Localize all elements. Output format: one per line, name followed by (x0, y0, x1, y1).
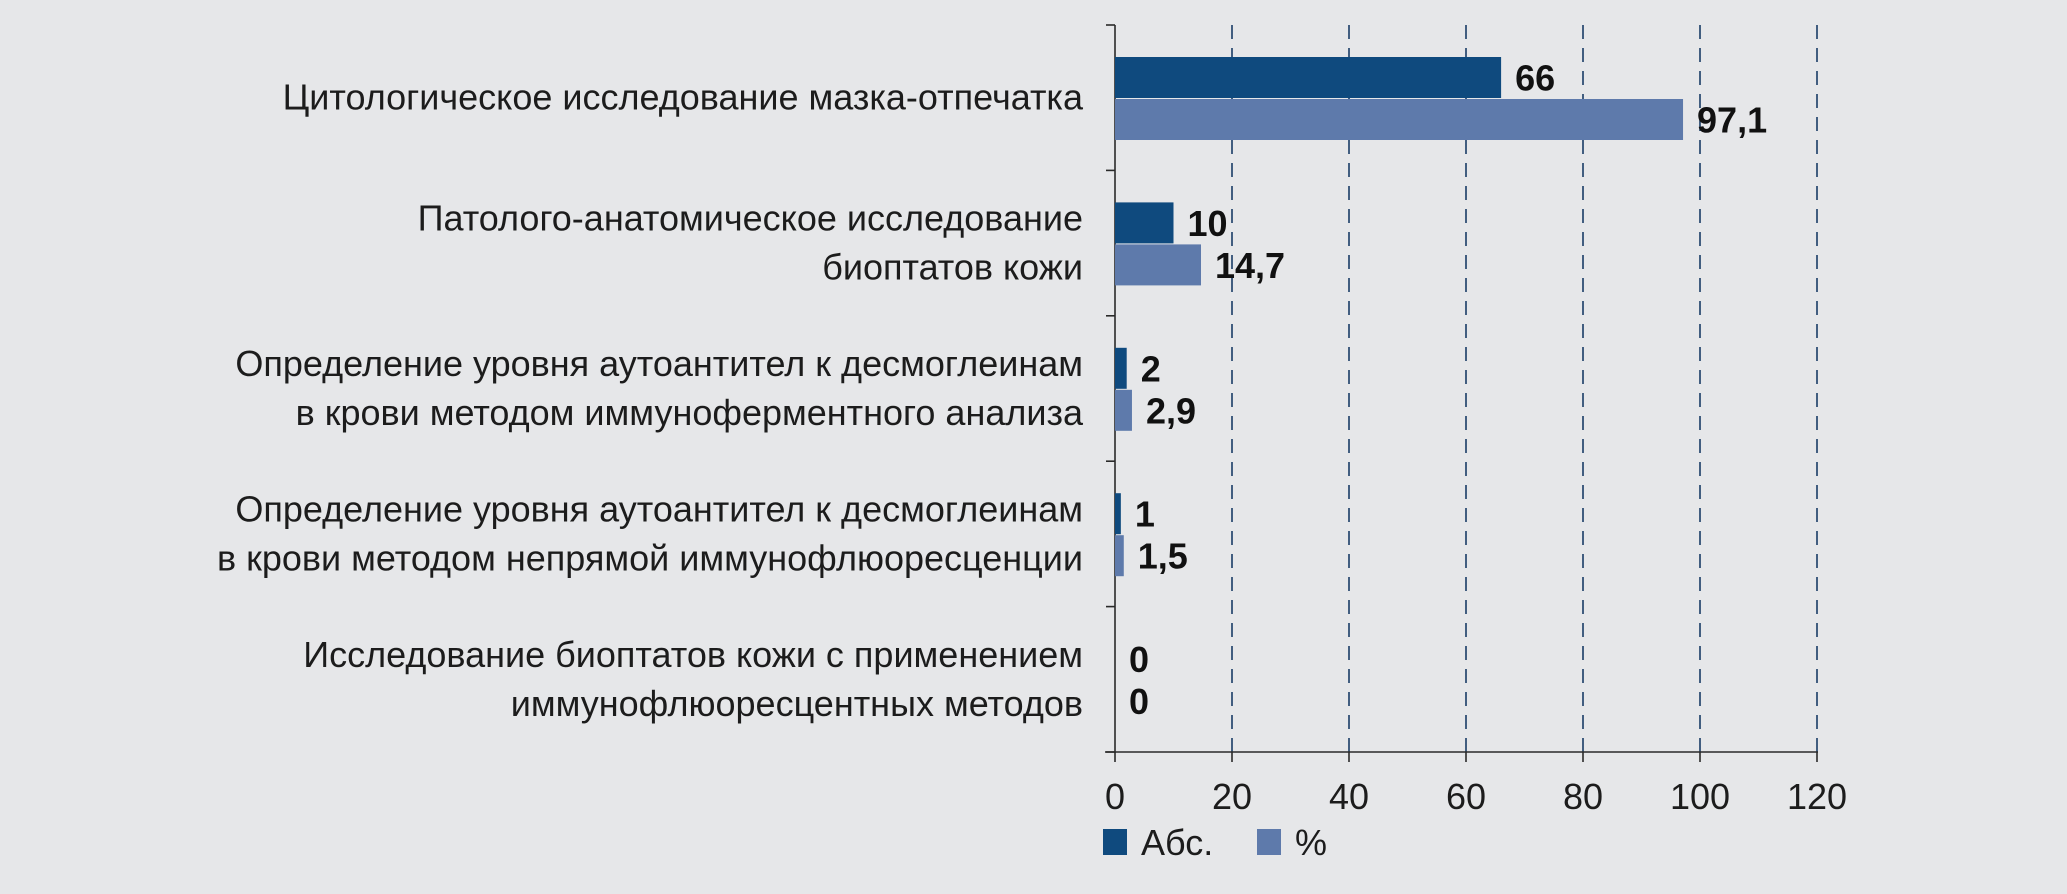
bar-percent (1115, 389, 1132, 431)
category-label: Определение уровня аутоантител к десмогл… (235, 488, 1083, 529)
bar-percent (1115, 244, 1201, 286)
legend-swatch (1103, 829, 1127, 855)
x-tick-label: 40 (1329, 776, 1369, 817)
legend-label: Абс. (1141, 822, 1213, 863)
category-label: Исследование биоптатов кожи с применение… (303, 634, 1083, 675)
data-label: 14,7 (1215, 245, 1285, 286)
data-label: 0 (1129, 639, 1149, 680)
category-label: в крови методом непрямой иммунофлюоресце… (217, 537, 1083, 578)
bar-percent (1115, 99, 1684, 140)
data-label: 66 (1515, 58, 1555, 99)
category-label: Определение уровня аутоантител к десмогл… (235, 343, 1083, 384)
x-tick-label: 0 (1105, 776, 1125, 817)
data-label: 97,1 (1697, 100, 1767, 141)
category-label: иммунофлюоресцентных методов (511, 683, 1083, 724)
legend-swatch (1257, 829, 1281, 855)
data-label: 2,9 (1146, 390, 1196, 431)
data-label: 1,5 (1138, 536, 1188, 577)
x-tick-label: 100 (1670, 776, 1730, 817)
x-tick-label: 120 (1787, 776, 1847, 817)
bar-abs (1115, 493, 1121, 535)
data-label: 0 (1129, 681, 1149, 722)
x-tick-label: 20 (1212, 776, 1252, 817)
data-label: 10 (1188, 203, 1228, 244)
bar-abs (1115, 202, 1174, 244)
bar-abs (1115, 347, 1127, 389)
category-label: Цитологическое исследование мазка-отпеча… (283, 77, 1084, 118)
data-label: 2 (1141, 348, 1161, 389)
category-label: Патолого-анатомическое исследование (418, 198, 1083, 239)
category-label: в крови методом иммуноферментного анализ… (296, 392, 1084, 433)
data-label: 1 (1135, 494, 1155, 535)
legend-label: % (1295, 822, 1327, 863)
x-tick-label: 60 (1446, 776, 1486, 817)
category-label: биоптатов кожи (822, 247, 1083, 288)
x-tick-label: 80 (1563, 776, 1603, 817)
bar-abs (1115, 57, 1502, 98)
bar-percent (1115, 535, 1124, 577)
